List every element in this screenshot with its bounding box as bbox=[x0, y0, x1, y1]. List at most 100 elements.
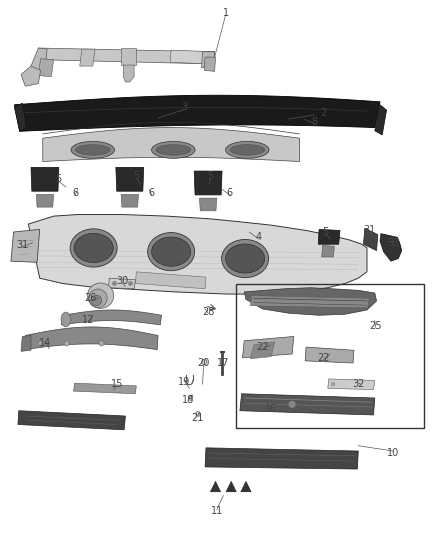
Text: 28: 28 bbox=[202, 306, 214, 317]
Polygon shape bbox=[36, 195, 53, 207]
Polygon shape bbox=[251, 296, 369, 308]
Ellipse shape bbox=[156, 144, 191, 155]
Polygon shape bbox=[318, 229, 340, 244]
Text: 17: 17 bbox=[217, 358, 230, 368]
Text: 5: 5 bbox=[133, 172, 139, 181]
Text: 20: 20 bbox=[198, 358, 210, 368]
Text: 21: 21 bbox=[191, 413, 203, 423]
Polygon shape bbox=[121, 195, 138, 207]
Polygon shape bbox=[135, 272, 206, 289]
Polygon shape bbox=[116, 167, 144, 191]
Text: 4: 4 bbox=[255, 232, 261, 243]
Polygon shape bbox=[380, 233, 402, 261]
Ellipse shape bbox=[91, 295, 102, 306]
Ellipse shape bbox=[89, 289, 107, 308]
Ellipse shape bbox=[230, 144, 265, 155]
Text: 12: 12 bbox=[82, 314, 95, 325]
Polygon shape bbox=[31, 48, 47, 76]
Text: 33: 33 bbox=[387, 238, 399, 248]
Polygon shape bbox=[14, 103, 27, 131]
Polygon shape bbox=[61, 310, 162, 325]
Polygon shape bbox=[31, 167, 59, 191]
Text: 22: 22 bbox=[317, 353, 330, 362]
Text: 2: 2 bbox=[320, 108, 327, 118]
Ellipse shape bbox=[331, 382, 335, 386]
Ellipse shape bbox=[152, 141, 195, 158]
Polygon shape bbox=[210, 481, 221, 492]
Polygon shape bbox=[328, 379, 375, 390]
Ellipse shape bbox=[74, 233, 113, 263]
Polygon shape bbox=[251, 342, 275, 359]
Polygon shape bbox=[322, 245, 334, 257]
Text: 32: 32 bbox=[352, 379, 364, 389]
Polygon shape bbox=[121, 48, 136, 65]
Text: 16: 16 bbox=[265, 403, 277, 414]
Text: 13: 13 bbox=[54, 418, 66, 428]
Ellipse shape bbox=[71, 141, 115, 158]
Ellipse shape bbox=[222, 239, 268, 278]
Polygon shape bbox=[204, 57, 215, 71]
Text: 5: 5 bbox=[207, 172, 213, 181]
Text: 6: 6 bbox=[72, 188, 78, 198]
Polygon shape bbox=[226, 481, 237, 492]
Ellipse shape bbox=[148, 232, 194, 271]
Text: 5: 5 bbox=[55, 174, 61, 184]
Polygon shape bbox=[243, 336, 294, 358]
Polygon shape bbox=[241, 481, 251, 492]
Text: 26: 26 bbox=[85, 293, 97, 303]
Text: 15: 15 bbox=[110, 379, 123, 389]
Polygon shape bbox=[21, 335, 31, 351]
Text: 11: 11 bbox=[211, 506, 223, 516]
Polygon shape bbox=[170, 50, 215, 64]
Ellipse shape bbox=[226, 244, 265, 273]
Polygon shape bbox=[43, 127, 300, 161]
Polygon shape bbox=[244, 288, 377, 316]
Ellipse shape bbox=[196, 411, 200, 416]
Polygon shape bbox=[199, 198, 217, 211]
Polygon shape bbox=[11, 229, 40, 262]
Ellipse shape bbox=[38, 341, 43, 346]
Text: 31: 31 bbox=[363, 225, 375, 236]
Polygon shape bbox=[240, 394, 375, 415]
Text: 3: 3 bbox=[181, 102, 187, 112]
Bar bbox=[236, 284, 424, 428]
Polygon shape bbox=[194, 171, 222, 195]
Polygon shape bbox=[80, 49, 95, 66]
Ellipse shape bbox=[288, 401, 296, 408]
Polygon shape bbox=[205, 448, 358, 469]
Polygon shape bbox=[39, 48, 215, 64]
Text: 1: 1 bbox=[223, 8, 229, 18]
Text: 5: 5 bbox=[322, 227, 329, 237]
Ellipse shape bbox=[188, 395, 193, 400]
Text: 19: 19 bbox=[178, 377, 190, 387]
Polygon shape bbox=[24, 327, 158, 350]
Text: 31: 31 bbox=[16, 240, 28, 251]
Text: 25: 25 bbox=[369, 321, 382, 331]
Ellipse shape bbox=[226, 141, 269, 158]
Polygon shape bbox=[28, 215, 367, 294]
Polygon shape bbox=[21, 66, 41, 86]
Polygon shape bbox=[201, 52, 215, 68]
Ellipse shape bbox=[75, 144, 110, 155]
Ellipse shape bbox=[88, 283, 114, 309]
Text: 18: 18 bbox=[182, 395, 194, 405]
Ellipse shape bbox=[99, 341, 104, 346]
Polygon shape bbox=[123, 65, 134, 82]
Polygon shape bbox=[109, 278, 135, 289]
Ellipse shape bbox=[201, 359, 207, 365]
Text: 10: 10 bbox=[387, 448, 399, 458]
Ellipse shape bbox=[152, 237, 191, 266]
Polygon shape bbox=[14, 95, 380, 131]
Polygon shape bbox=[74, 383, 136, 394]
Ellipse shape bbox=[61, 312, 71, 327]
Polygon shape bbox=[375, 105, 387, 135]
Text: 6: 6 bbox=[148, 188, 155, 198]
Text: 14: 14 bbox=[39, 338, 51, 349]
Text: 30: 30 bbox=[116, 276, 128, 286]
Text: 6: 6 bbox=[227, 188, 233, 198]
Ellipse shape bbox=[64, 341, 69, 346]
Text: 22: 22 bbox=[256, 342, 269, 352]
Polygon shape bbox=[18, 411, 125, 430]
Ellipse shape bbox=[70, 229, 117, 267]
Text: 8: 8 bbox=[312, 117, 318, 127]
